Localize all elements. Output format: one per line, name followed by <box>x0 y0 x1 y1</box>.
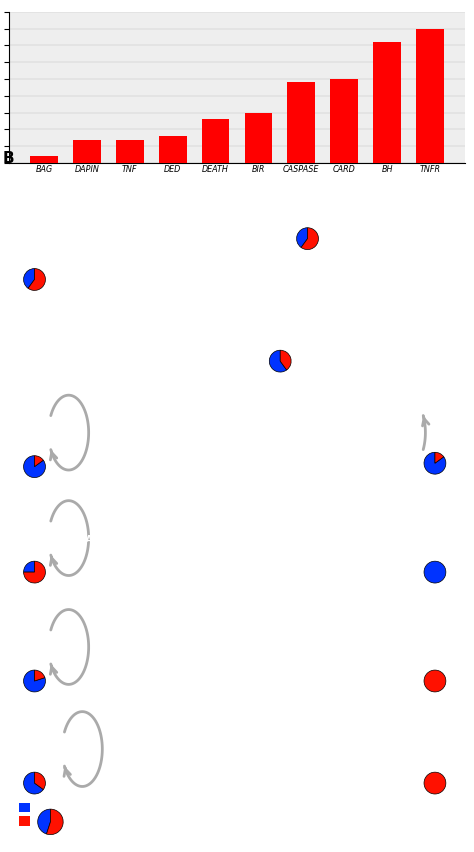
Bar <box>201 120 229 164</box>
Wedge shape <box>280 351 291 371</box>
Wedge shape <box>24 561 35 573</box>
FancyArrowPatch shape <box>166 534 297 543</box>
FancyArrowPatch shape <box>198 745 297 754</box>
Wedge shape <box>269 351 287 372</box>
Text: ANTIAPOPTOTIC: ANTIAPOPTOTIC <box>35 817 105 826</box>
Wedge shape <box>297 228 308 248</box>
FancyArrowPatch shape <box>157 429 313 438</box>
Bar <box>18 803 30 813</box>
Text: TNFR: TNFR <box>205 330 232 339</box>
Wedge shape <box>435 452 444 463</box>
Bar <box>159 137 187 164</box>
Wedge shape <box>301 228 319 250</box>
Text: PROAPOPTOTIC: PROAPOPTOTIC <box>35 803 102 812</box>
FancyArrowPatch shape <box>230 223 248 306</box>
Text: DEATH: DEATH <box>91 425 124 435</box>
Wedge shape <box>38 809 50 834</box>
Text: DAPIN: DAPIN <box>353 534 385 543</box>
Text: TNF: TNF <box>236 201 256 210</box>
FancyArrowPatch shape <box>137 270 191 318</box>
Text: BIR: BIR <box>360 642 377 652</box>
FancyArrowPatch shape <box>109 676 128 717</box>
Wedge shape <box>35 671 45 682</box>
FancyArrowPatch shape <box>166 642 297 652</box>
Wedge shape <box>424 671 446 692</box>
Text: B: B <box>2 152 14 166</box>
Bar <box>18 816 30 826</box>
Wedge shape <box>46 809 63 835</box>
Text: BCL2: BCL2 <box>127 745 152 754</box>
FancyArrowPatch shape <box>262 348 317 408</box>
Wedge shape <box>35 772 46 790</box>
FancyArrowPatch shape <box>96 279 105 400</box>
Wedge shape <box>24 456 46 478</box>
Text: CARD: CARD <box>80 534 108 543</box>
Wedge shape <box>424 772 446 794</box>
Bar <box>245 113 273 164</box>
Bar <box>287 83 315 164</box>
Wedge shape <box>24 772 43 794</box>
FancyArrowPatch shape <box>103 463 112 509</box>
Bar <box>116 141 144 164</box>
Wedge shape <box>24 671 46 692</box>
Text: CASP: CASP <box>94 642 121 652</box>
Wedge shape <box>424 561 446 584</box>
Bar <box>416 30 444 164</box>
Text: MATH: MATH <box>82 249 110 257</box>
Bar <box>73 141 101 164</box>
Wedge shape <box>424 452 446 475</box>
Text: DED: DED <box>358 425 380 435</box>
FancyArrowPatch shape <box>143 344 199 409</box>
Wedge shape <box>24 561 46 584</box>
Bar <box>373 43 401 164</box>
Bar <box>30 157 58 164</box>
Text: BAG: BAG <box>358 745 380 754</box>
Wedge shape <box>28 269 46 291</box>
Wedge shape <box>24 269 35 289</box>
Bar <box>330 80 358 164</box>
FancyArrowPatch shape <box>103 568 112 613</box>
Wedge shape <box>35 456 43 467</box>
